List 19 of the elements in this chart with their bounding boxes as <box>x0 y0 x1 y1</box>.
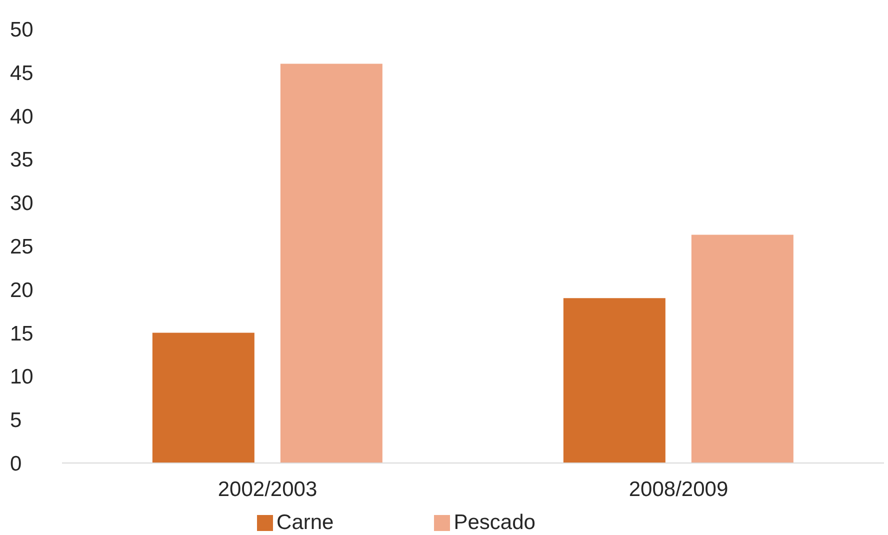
bar <box>152 332 254 463</box>
legend-label: Carne <box>276 511 334 534</box>
x-tick-label: 2008/2009 <box>628 478 728 501</box>
y-tick-label: 45 <box>10 62 34 85</box>
x-tick-label: 2002/2003 <box>218 478 318 501</box>
y-tick-label: 30 <box>10 192 34 216</box>
bar <box>691 234 794 463</box>
y-tick-label: 15 <box>10 322 34 346</box>
y-tick-label: 5 <box>10 409 22 432</box>
y-tick-label: 20 <box>10 278 34 302</box>
bar <box>563 298 666 463</box>
y-tick-label: 10 <box>10 366 34 389</box>
bar <box>280 64 382 463</box>
legend-label: Pescado <box>454 511 536 534</box>
y-tick-label: 0 <box>10 452 22 476</box>
y-tick-label: 50 <box>10 18 34 42</box>
y-tick-label: 35 <box>10 148 34 172</box>
y-tick-label: 25 <box>10 235 34 258</box>
y-tick-label: 40 <box>10 105 34 128</box>
